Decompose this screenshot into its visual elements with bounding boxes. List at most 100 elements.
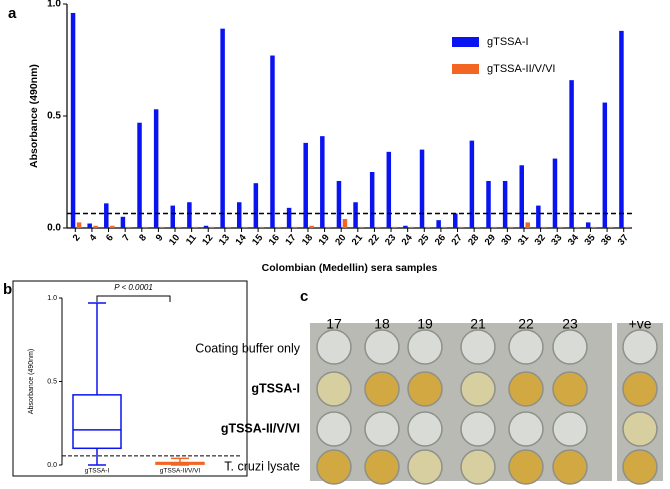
bar xyxy=(120,216,126,228)
bar xyxy=(209,226,215,228)
bar xyxy=(436,220,441,228)
legend-swatch xyxy=(452,64,479,74)
bar xyxy=(93,225,98,228)
bar xyxy=(236,202,242,228)
bar xyxy=(459,226,464,228)
bar xyxy=(87,223,92,228)
column-label: 23 xyxy=(562,316,578,332)
x-axis-label: Colombian (Medellin) sera samples xyxy=(262,262,438,274)
bar xyxy=(469,140,475,228)
x-tick-label: 31 xyxy=(516,232,532,248)
x-tick-label: 8 xyxy=(137,232,149,243)
x-tick-label: 24 xyxy=(400,232,416,248)
x-tick-label: 18 xyxy=(300,232,315,247)
x-tick-label: 11 xyxy=(184,232,199,247)
bar xyxy=(453,213,458,228)
x-tick-label: 6 xyxy=(104,232,116,243)
bar xyxy=(336,180,342,228)
column-label: 18 xyxy=(374,316,390,332)
bar xyxy=(153,109,159,228)
column-label: 19 xyxy=(417,316,433,332)
bar xyxy=(409,226,414,228)
bar xyxy=(375,226,381,228)
bar xyxy=(619,30,624,228)
plate-photo xyxy=(310,323,663,485)
bar xyxy=(226,226,231,228)
x-tick-label: 9 xyxy=(154,232,166,243)
column-label: 22 xyxy=(518,316,534,332)
bar xyxy=(525,222,530,228)
bar xyxy=(276,226,281,228)
y-tick-label: 0.0 xyxy=(47,462,57,469)
panel-b-frame xyxy=(12,280,248,477)
bar xyxy=(492,226,497,228)
bar xyxy=(392,226,398,228)
bar xyxy=(76,222,82,228)
legend-label: gTSSA-I xyxy=(487,36,529,48)
bar xyxy=(486,180,491,228)
x-tick-label: 13 xyxy=(217,232,232,247)
bar xyxy=(176,226,182,228)
y-axis-label: Absorbance (490nm) xyxy=(28,349,35,414)
row-label: Coating buffer only xyxy=(195,341,300,355)
bar xyxy=(359,226,364,228)
bar xyxy=(143,226,148,228)
bar xyxy=(552,158,558,228)
x-tick-label: gTSSA-I xyxy=(85,468,110,475)
x-tick-label: 17 xyxy=(283,232,298,247)
bar xyxy=(242,226,248,228)
x-tick-label: 2 xyxy=(71,232,83,243)
x-tick-label: 19 xyxy=(317,232,332,247)
bar xyxy=(110,225,115,228)
x-tick-label: 33 xyxy=(549,232,564,247)
bar xyxy=(286,207,292,228)
x-tick-label: 30 xyxy=(499,232,514,247)
panel-label: c xyxy=(300,288,308,305)
row-label: gTSSA-I xyxy=(251,381,300,395)
y-tick-label: 1.0 xyxy=(47,295,57,302)
y-tick-label: 0.5 xyxy=(47,378,57,385)
column-label: +ve xyxy=(629,316,652,332)
bar xyxy=(203,225,209,228)
significance-label: P < 0.0001 xyxy=(114,283,153,292)
bar xyxy=(137,122,142,228)
bar xyxy=(542,226,547,228)
bar xyxy=(558,226,564,228)
bar xyxy=(419,149,425,228)
bar xyxy=(425,226,431,228)
bar xyxy=(342,219,348,228)
bar xyxy=(625,226,630,228)
bar xyxy=(602,102,608,228)
x-tick-label: 20 xyxy=(333,232,348,247)
bar xyxy=(591,226,597,228)
y-tick-label: 1.0 xyxy=(47,0,61,10)
bar xyxy=(475,226,481,228)
x-tick-label: 22 xyxy=(366,232,381,247)
bar xyxy=(575,226,580,228)
bar xyxy=(508,226,514,228)
box xyxy=(72,394,122,450)
panel-label: b xyxy=(3,281,12,298)
x-tick-label: 4 xyxy=(87,232,99,244)
bar xyxy=(70,12,76,228)
x-tick-label: 34 xyxy=(566,232,582,248)
x-tick-label: 16 xyxy=(267,232,282,247)
x-tick-label: 26 xyxy=(433,232,448,247)
bar xyxy=(259,226,265,228)
bar xyxy=(519,165,524,228)
x-tick-label: 25 xyxy=(416,232,432,248)
bar xyxy=(608,226,614,228)
bar xyxy=(320,136,325,228)
bar xyxy=(104,203,109,228)
x-tick-label: 23 xyxy=(383,232,398,247)
x-tick-label: 15 xyxy=(250,232,266,248)
panel-label: a xyxy=(8,5,17,22)
bar xyxy=(253,183,259,228)
x-tick-label: 7 xyxy=(121,232,133,243)
bar xyxy=(353,202,358,228)
bar xyxy=(126,226,132,228)
x-tick-label: 27 xyxy=(450,232,465,247)
bar xyxy=(403,225,408,228)
bar xyxy=(159,226,165,228)
